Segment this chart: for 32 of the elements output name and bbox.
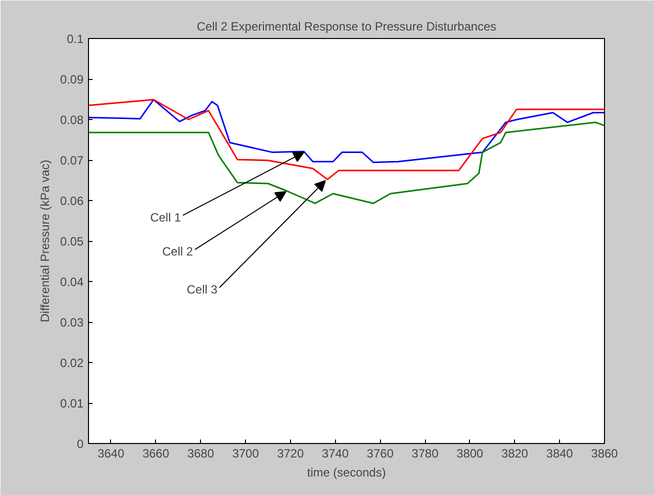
y-tick-label: 0.1 [66,32,84,46]
line-series [88,98,604,164]
chart-title: Cell 2 Experimental Response to Pressure Disturbances [196,20,496,34]
y-tick-label: 0.06 [60,194,84,208]
x-tick-label: 3660 [142,446,170,460]
x-tick-label: 3840 [546,446,574,460]
y-tick-label: 0.01 [60,396,84,410]
y-tick-label: 0 [76,437,84,451]
y-tick-label: 0.09 [60,72,84,86]
x-tick-label: 3820 [501,446,528,460]
y-tick-label: 0.02 [60,356,84,370]
y-tick-label: 0.04 [60,275,84,289]
annotation: Cell 3 [186,282,218,297]
annotation: Cell 1 [150,210,182,224]
x-axis-title: time (seconds) [307,466,386,480]
x-tick-label: 3640 [98,446,125,460]
annotation: Cell 2 [162,244,194,259]
x-tick-label: 3680 [187,446,214,460]
x-tick-label: 3780 [412,446,439,460]
line-series [88,98,604,180]
x-tick-label: 3860 [591,446,618,460]
y-tick-label: 0.03 [60,316,84,330]
x-tick-label: 3720 [277,446,304,460]
y-axis-title: Differential Pressure (kPa vac) [38,160,52,322]
x-tick-label: 3800 [456,446,484,460]
line-series [88,122,604,204]
y-tick-label: 0.08 [60,113,84,127]
x-tick-label: 3740 [322,446,349,460]
x-tick-label: 3700 [232,446,260,460]
x-tick-label: 3760 [366,446,394,460]
y-tick-label: 0.05 [60,234,84,248]
y-tick-label: 0.07 [60,154,84,168]
